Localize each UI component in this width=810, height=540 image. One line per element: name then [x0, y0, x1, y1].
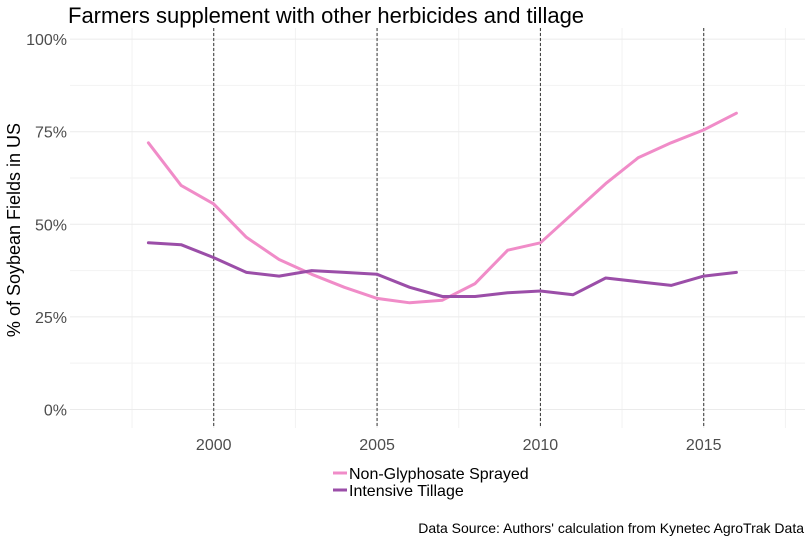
caption: Data Source: Authors' calculation from K…: [418, 520, 804, 536]
legend-label-2: Intensive Tillage: [349, 483, 464, 500]
x-tick-label: 2015: [686, 437, 722, 454]
y-axis-label: % of Soybean Fields in US: [4, 123, 24, 337]
y-tick-label: 50%: [35, 217, 67, 234]
y-tick-labels: 0% 25% 50% 75% 100%: [26, 32, 67, 419]
y-tick-label: 75%: [35, 125, 67, 142]
chart-title: Farmers supplement with other herbicides…: [68, 3, 584, 28]
x-tick-label: 2010: [523, 437, 559, 454]
series-line-1: [146, 111, 738, 305]
series-lines: [146, 111, 738, 305]
series-line-2: [146, 241, 738, 298]
x-tick-label: 2005: [359, 437, 395, 454]
y-tick-label: 0%: [44, 402, 67, 419]
reference-lines: [213, 28, 705, 428]
x-tick-label: 2000: [196, 437, 232, 454]
legend-label-1: Non-Glyphosate Sprayed: [349, 466, 529, 483]
gridlines: [70, 28, 805, 428]
y-tick-label: 25%: [35, 310, 67, 327]
x-tick-labels: 2000 2005 2010 2015: [196, 437, 722, 454]
y-tick-label: 100%: [26, 32, 67, 49]
